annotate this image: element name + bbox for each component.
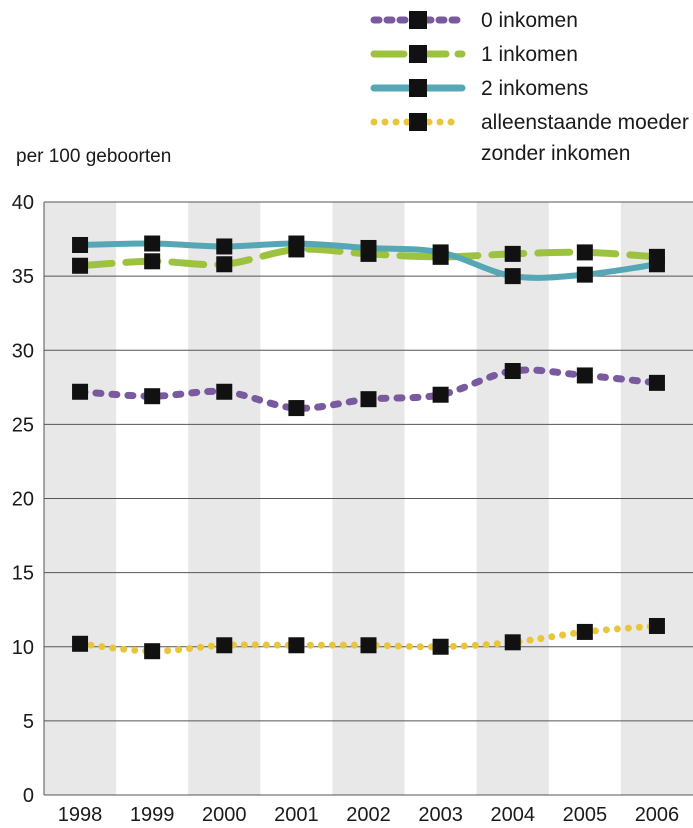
legend-label-2-inkomens: 2 inkomens (481, 77, 589, 100)
series-0-marker-2000 (216, 383, 233, 400)
x-tick-label-1998: 1998 (58, 804, 103, 826)
series-3-marker-2006 (648, 617, 665, 634)
y-tick-label-40: 40 (12, 192, 34, 214)
legend-swatch-1-inkomen (370, 45, 466, 63)
x-tick-label-2005: 2005 (563, 804, 608, 826)
series-3-marker-2001 (288, 637, 305, 654)
series-3-marker-2002 (360, 637, 377, 654)
series-3-marker-2004 (504, 634, 521, 651)
series-2-marker-2001 (288, 235, 305, 252)
series-3-marker-2003 (432, 638, 449, 655)
series-0-marker-2005 (576, 367, 593, 384)
series-2-marker-2005 (576, 266, 593, 283)
y-tick-label-0: 0 (23, 785, 34, 807)
x-axis-ticks: 1998 1999 2000 2001 2002 2003 2004 2005 2006 (58, 804, 679, 826)
series-3-marker-1998 (72, 635, 89, 652)
series-0-marker-1999 (144, 388, 161, 405)
legend-swatch-alleenstaande-moeder (370, 113, 466, 131)
legend-label-alleenstaande-moeder-line2: zonder inkomen (481, 142, 631, 165)
series-1-marker-2000 (216, 256, 233, 273)
series-2-marker-2006 (648, 256, 665, 273)
series-1-marker-2005 (576, 244, 593, 261)
series-3-marker-2000 (216, 637, 233, 654)
series-0-marker-1998 (72, 383, 89, 400)
series-0-marker-2002 (360, 391, 377, 408)
x-tick-label-2004: 2004 (490, 804, 535, 826)
series-0-marker-2004 (504, 363, 521, 380)
y-axis-label: per 100 geboorten (16, 146, 172, 167)
y-tick-label-5: 5 (23, 711, 34, 733)
legend-label-0-inkomen: 0 inkomen (481, 9, 578, 32)
x-tick-label-2000: 2000 (202, 804, 247, 826)
legend-label-alleenstaande-moeder-line1: alleenstaande moeder (481, 111, 689, 134)
legend-swatch-2-inkomens (370, 79, 466, 97)
series-2-marker-1999 (144, 235, 161, 252)
series-3-marker-1999 (144, 643, 161, 660)
y-tick-label-25: 25 (12, 414, 34, 436)
y-tick-label-35: 35 (12, 266, 34, 288)
series-1-marker-1999 (144, 253, 161, 270)
series-markers (72, 235, 665, 660)
series-3-marker-2005 (576, 623, 593, 640)
series-2-marker-2000 (216, 238, 233, 255)
series-2-marker-2004 (504, 268, 521, 285)
series-0-marker-2003 (432, 386, 449, 403)
series-1-marker-1998 (72, 257, 89, 274)
x-tick-label-1999: 1999 (130, 804, 175, 826)
y-axis-ticks: 0 5 10 15 20 25 30 35 40 (12, 192, 34, 807)
legend-label-1-inkomen: 1 inkomen (481, 43, 578, 66)
gridlines (43, 201, 693, 796)
series-2-marker-2003 (432, 244, 449, 261)
x-tick-label-2003: 2003 (418, 804, 463, 826)
x-tick-label-2002: 2002 (346, 804, 391, 826)
y-tick-label-15: 15 (12, 563, 34, 585)
y-tick-label-20: 20 (12, 489, 34, 511)
y-tick-label-30: 30 (12, 340, 34, 362)
series-0-marker-2006 (648, 374, 665, 391)
x-tick-label-2001: 2001 (274, 804, 319, 826)
y-tick-label-10: 10 (12, 637, 34, 659)
x-tick-label-2006: 2006 (635, 804, 680, 826)
series-2-marker-1998 (72, 236, 89, 253)
series-1-marker-2004 (504, 245, 521, 262)
series-0-marker-2001 (288, 400, 305, 417)
series-2-marker-2002 (360, 239, 377, 256)
legend-swatch-0-inkomen (370, 11, 466, 29)
